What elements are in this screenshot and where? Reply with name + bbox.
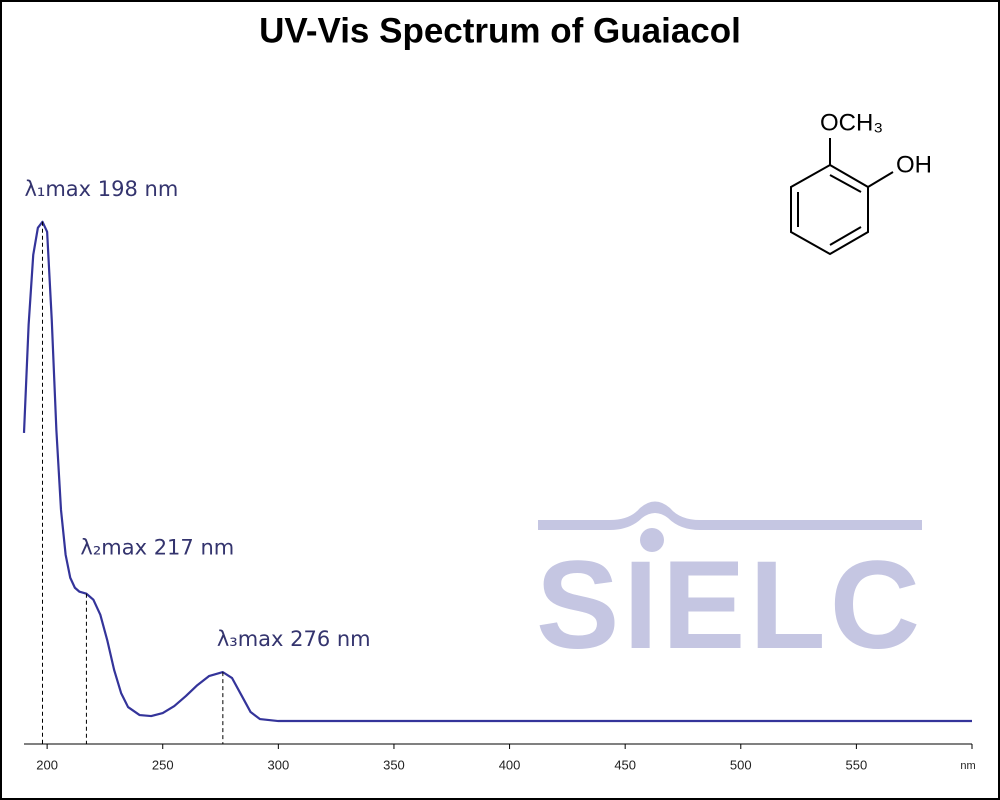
x-tick-label: 400 (499, 757, 521, 772)
x-tick-label: 300 (267, 757, 289, 772)
annotation: λ₁max 198 nm (24, 177, 178, 201)
watermark-text: SIELC (536, 536, 924, 675)
x-tick-label: 450 (614, 757, 636, 772)
molecule (790, 138, 894, 256)
structure-label: OH (896, 151, 932, 178)
spectrum-line (22, 220, 972, 723)
x-tick-label: 200 (36, 757, 58, 772)
watermark-logo: SIELC (536, 501, 924, 675)
x-tick-label: 500 (730, 757, 752, 772)
logo-wave (538, 501, 922, 530)
x-axis-label: nm (960, 760, 975, 772)
x-tick-label: 350 (383, 757, 405, 772)
annotation: λ₃max 276 nm (217, 627, 371, 651)
chart-title: UV-Vis Spectrum of Guaiacol (259, 11, 741, 50)
double-bond (829, 226, 862, 246)
double-bond (829, 174, 862, 193)
structure-label: OCH₃ (820, 109, 883, 136)
logo-dot (640, 528, 664, 552)
bond (867, 171, 894, 188)
x-tick-label: 550 (846, 757, 868, 772)
x-tick-label: 250 (152, 757, 174, 772)
annotation: λ₂max 217 nm (80, 536, 234, 560)
